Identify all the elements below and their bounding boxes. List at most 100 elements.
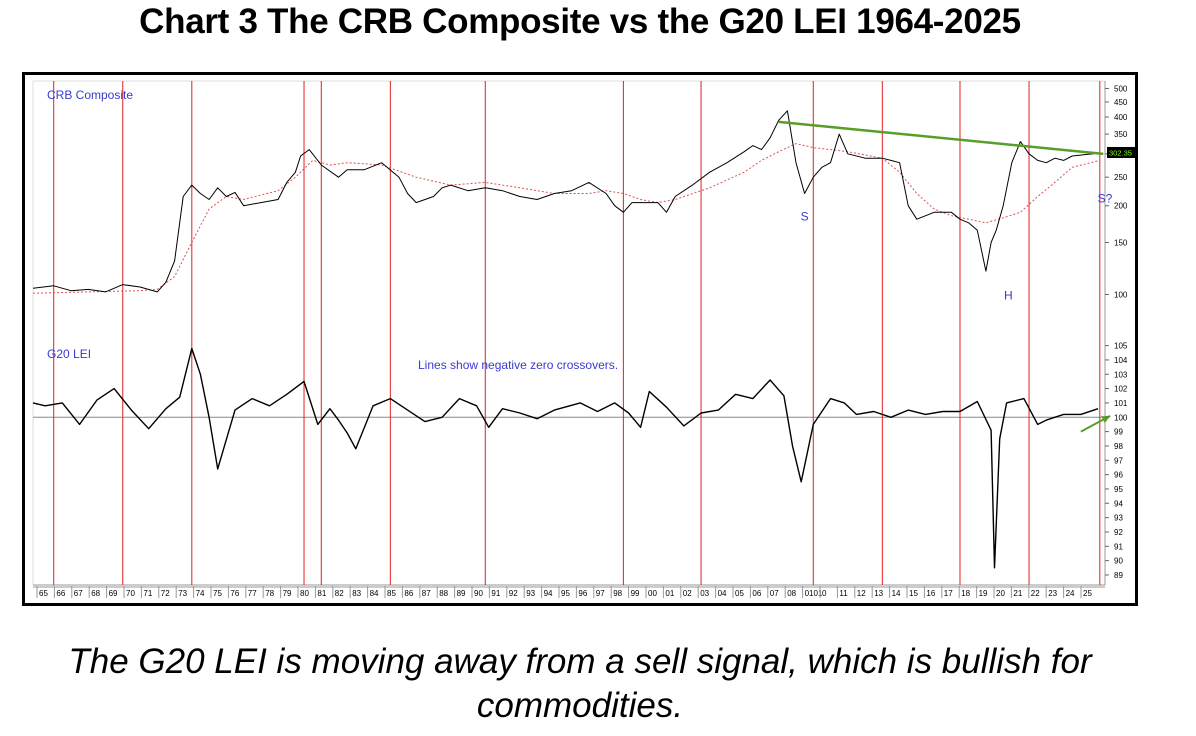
x-tick-label-5: 70 [126,589,135,598]
x-tick-label-10: 75 [213,589,222,598]
x-tick-label-8: 73 [178,589,187,598]
x-tick-label-42: 07 [770,589,779,598]
lei-y-tick-label-3: 102 [1114,385,1128,394]
crb-panel-label: CRB Composite [47,88,133,102]
x-tick-label-21: 86 [404,589,413,598]
crb-y-tick-label-7: 150 [1114,239,1128,248]
x-tick-label-22: 87 [422,589,431,598]
x-tick-label-3: 68 [91,589,100,598]
y-ticks-group: 5004504003503002502001501001051041031021… [1105,84,1135,580]
caption-line-1: The G20 LEI is moving away from a sell s… [68,642,1092,681]
lei-y-tick-label-8: 97 [1114,456,1123,465]
x-tick-label-59: 24 [1066,589,1075,598]
crb-annotation-2: S? [1098,192,1113,206]
x-tick-label-39: 04 [718,589,727,598]
lei-y-tick-label-13: 92 [1114,528,1123,537]
x-tick-label-49: 14 [892,589,901,598]
chart-frame: 5004504003503002502001501001051041031021… [22,72,1138,606]
crb-trendline [778,120,1104,156]
lei-y-tick-label-10: 95 [1114,485,1123,494]
crb-annotation-0: S [801,210,809,224]
lei-y-tick-label-9: 96 [1114,471,1123,480]
chart-background [25,75,1135,603]
x-tick-label-32: 97 [596,589,605,598]
lei-y-tick-label-2: 103 [1114,370,1128,379]
x-tick-label-6: 71 [143,589,152,598]
crb-price-line [32,110,1100,293]
x-tick-label-24: 89 [457,589,466,598]
caption-line-2: commodities. [476,686,684,725]
x-tick-label-57: 22 [1031,589,1040,598]
x-tick-label-34: 99 [631,589,640,598]
x-tick-label-18: 83 [352,589,361,598]
crb-moving-average-line [32,143,1100,294]
x-tick-label-25: 90 [474,589,483,598]
x-tick-label-54: 19 [979,589,988,598]
crb-y-tick-label-3: 350 [1114,130,1128,139]
caption: The G20 LEI is moving away from a sell s… [0,640,1160,728]
x-tick-label-31: 96 [578,589,587,598]
x-tick-label-12: 77 [248,589,257,598]
labels-group: CRB Composite G20 LEI Lines show negative … [47,88,1113,372]
x-tick-label-20: 85 [387,589,396,598]
x-tick-label-51: 16 [926,589,935,598]
x-tick-label-14: 79 [283,589,292,598]
lei-y-tick-label-0: 105 [1114,342,1128,351]
x-tick-label-47: 12 [857,589,866,598]
x-tick-label-11: 76 [230,589,239,598]
chart-title: Chart 3 The CRB Composite vs the G20 LEI… [139,2,1021,41]
x-tick-label-52: 17 [944,589,953,598]
x-tick-label-4: 69 [109,589,118,598]
x-tick-label-56: 21 [1013,589,1022,598]
crb-y-tick-label-8: 100 [1114,290,1128,299]
x-tick-label-60: 25 [1083,589,1092,598]
crb-annotation-1: H [1004,289,1013,303]
lei-panel-label: G20 LEI [47,347,91,361]
crb-y-tick-label-6: 200 [1114,202,1128,211]
x-tick-label-19: 84 [370,589,379,598]
series-group [32,110,1100,569]
lei-y-tick-label-1: 104 [1114,356,1128,365]
x-tick-label-33: 98 [613,589,622,598]
crb-last-value-box [1107,146,1135,158]
lei-y-tick-label-12: 93 [1114,514,1123,523]
x-tick-label-7: 72 [161,589,170,598]
x-ticks-group: 65 66 67 68 69 70 71 72 73 74 75 76 77 78 79 80 81 82 83 84… [33,586,1105,598]
lei-y-tick-label-7: 98 [1114,442,1123,451]
x-tick-label-55: 20 [996,589,1005,598]
x-tick-label-2: 67 [74,589,83,598]
crb-y-tick-label-1: 450 [1114,98,1128,107]
x-tick-label-0: 65 [39,589,48,598]
lei-y-tick-label-15: 90 [1114,557,1123,566]
x-tick-label-43: 08 [787,589,796,598]
x-tick-label-13: 78 [265,589,274,598]
lei-y-tick-label-11: 94 [1114,499,1123,508]
x-tick-label-46: 11 [839,589,848,598]
x-tick-label-28: 93 [526,589,535,598]
x-tick-label-26: 91 [491,589,500,598]
lei-line [32,347,1099,569]
x-tick-label-53: 18 [961,589,970,598]
lei-y-tick-label-14: 91 [1114,542,1123,551]
x-tick-label-40: 05 [735,589,744,598]
x-tick-label-44: 0101 [805,589,823,598]
lei-annotation-text: Lines show negative zero crossovers. [418,358,618,372]
crb-last-value-label: 302.35 [1109,148,1132,157]
x-tick-label-45: 0 [822,589,827,598]
x-tick-label-27: 92 [509,589,518,598]
x-tick-label-37: 02 [683,589,692,598]
lei-y-tick-label-16: 89 [1114,571,1123,580]
x-tick-label-9: 74 [196,589,205,598]
x-tick-label-16: 81 [317,589,326,598]
x-tick-label-50: 15 [909,589,918,598]
x-tick-label-48: 13 [874,589,883,598]
x-tick-label-38: 03 [700,589,709,598]
crb-y-tick-label-5: 250 [1114,173,1128,182]
x-tick-label-58: 23 [1048,589,1057,598]
x-tick-label-41: 06 [752,589,761,598]
x-tick-label-30: 95 [561,589,570,598]
x-tick-label-1: 66 [56,589,65,598]
x-tick-label-17: 82 [335,589,344,598]
x-tick-label-36: 01 [665,589,674,598]
signal-lines-group [53,81,1101,585]
